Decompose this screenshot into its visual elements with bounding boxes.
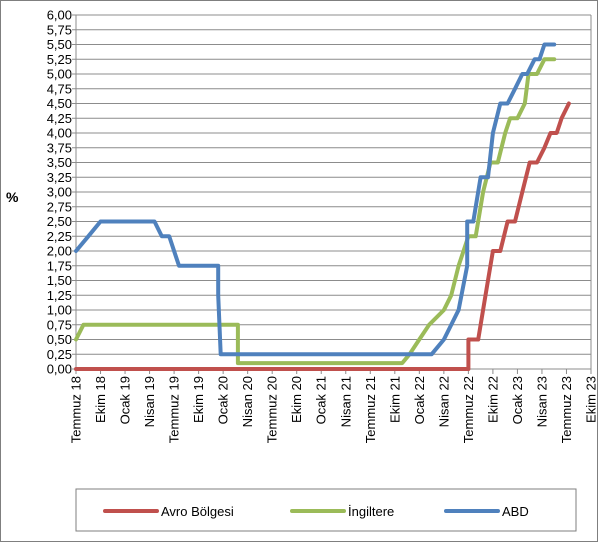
y-tick-labels: 0,000,250,500,751,001,251,501,752,002,25… [47,8,72,377]
y-tick-label: 5,25 [47,52,72,67]
y-tick-label: 5,75 [47,22,72,37]
y-tick-label: 1,75 [47,258,72,273]
x-tick-label: Ekim 18 [93,376,108,423]
y-tick-label: 3,50 [47,155,72,170]
y-tick-label: 3,25 [47,170,72,185]
x-tick-label: Ocak 22 [412,376,427,424]
y-tick-label: 4,50 [47,96,72,111]
y-tick-label: 4,25 [47,111,72,126]
x-tick-label: Nisan 19 [142,376,157,427]
y-tick-label: 0,00 [47,362,72,377]
y-tick-label: 2,50 [47,214,72,229]
x-tick-label: Temmuz 18 [69,376,84,443]
y-tick-label: 0,50 [47,332,72,347]
y-axis-label: % [6,189,19,205]
legend-label: Avro Bölgesi [161,504,234,519]
y-tick-label: 0,75 [47,317,72,332]
y-tick-label: 3,75 [47,140,72,155]
x-tick-label: Ekim 21 [387,376,402,423]
x-tick-label: Temmuz 20 [265,376,280,443]
x-tick-label: Ekim 23 [584,376,598,423]
x-tick-label: Ocak 23 [510,376,525,424]
x-tick-label: Ocak 21 [314,376,329,424]
legend-label: İngiltere [348,504,394,519]
x-tick-label: Temmuz 22 [461,376,476,443]
x-tick-label: Nisan 23 [534,376,549,427]
y-tick-label: 5,50 [47,37,72,52]
y-tick-label: 3,00 [47,185,72,200]
legend-label: ABD [502,504,529,519]
x-tick-label: Ekim 20 [289,376,304,423]
x-tick-label: Temmuz 19 [167,376,182,443]
y-tick-label: 0,25 [47,347,72,362]
y-tick-label: 5,00 [47,67,72,82]
y-tick-label: 6,00 [47,8,72,23]
y-tick-label: 4,75 [47,81,72,96]
y-tick-label: 2,25 [47,229,72,244]
y-tick-label: 2,75 [47,199,72,214]
x-tick-label: Ocak 20 [216,376,231,424]
x-tick-label: Ekim 19 [191,376,206,423]
x-tick-label: Ocak 19 [118,376,133,424]
x-tick-label: Temmuz 23 [559,376,574,443]
y-tick-label: 1,50 [47,273,72,288]
y-tick-label: 2,00 [47,244,72,259]
x-tick-label: Nisan 21 [338,376,353,427]
y-tick-label: 1,25 [47,288,72,303]
x-tick-label: Nisan 20 [240,376,255,427]
y-tick-label: 4,00 [47,126,72,141]
x-tick-label: Temmuz 21 [363,376,378,443]
legend: Avro Bölgesi İngiltere ABD [76,489,576,531]
x-tick-label: Nisan 22 [436,376,451,427]
x-tick-label: Ekim 22 [485,376,500,423]
y-tick-label: 1,00 [47,303,72,318]
